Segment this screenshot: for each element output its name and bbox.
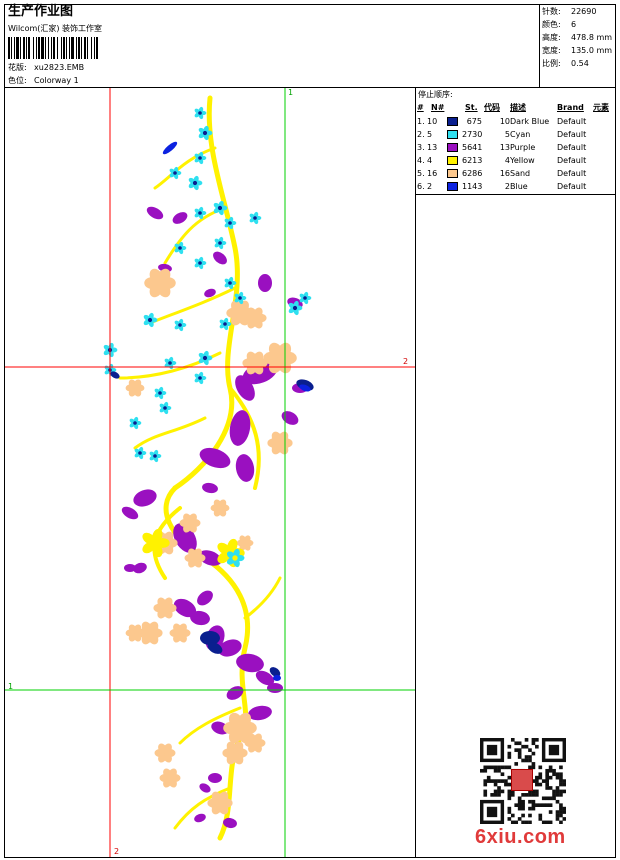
row-index: 1. (417, 117, 425, 126)
stitches-value: 22690 (571, 7, 597, 16)
stop-sequence-row: 3. 13 5641 13 Purple Default (417, 141, 615, 154)
row-code: 5 (504, 130, 510, 139)
row-description: Purple (510, 143, 536, 152)
row-stitches: 6286 (462, 169, 483, 178)
side-panel (415, 194, 616, 858)
pattern-value: xu2823.EMB (34, 63, 85, 72)
colors-value: 6 (571, 20, 577, 29)
row-color-swatch (447, 117, 458, 126)
col-description: 描述 (510, 103, 526, 112)
row-index: 6. (417, 182, 425, 191)
row-description: Sand (510, 169, 531, 178)
row-stitches: 1143 (462, 182, 483, 191)
col-index: # (417, 103, 424, 112)
row-needle: 10 (427, 117, 438, 126)
row-color-swatch (447, 130, 458, 139)
height-value: 478.8 mm (571, 33, 613, 42)
row-brand: Default (557, 143, 587, 152)
row-stitches: 6213 (462, 156, 483, 165)
col-needle: N# (431, 103, 445, 112)
row-brand: Default (557, 182, 587, 191)
row-needle: 16 (427, 169, 438, 178)
row-needle: 2 (427, 182, 433, 191)
row-color-swatch (447, 182, 458, 191)
col-stitches: St. (465, 103, 478, 112)
pattern-label: 花版: (8, 63, 27, 72)
row-stitches: 2730 (462, 130, 483, 139)
row-color-swatch (447, 143, 458, 152)
row-color-swatch (447, 169, 458, 178)
stitches-label: 针数: (542, 7, 561, 16)
row-needle: 4 (427, 156, 433, 165)
width-value: 135.0 mm (571, 46, 613, 55)
row-description: Dark Blue (510, 117, 550, 126)
col-code: 代码 (484, 103, 500, 112)
row-index: 2. (417, 130, 425, 139)
row-code: 16 (499, 169, 510, 178)
height-label: 高度: (542, 33, 561, 42)
stop-sequence-row: 1. 10 675 10 Dark Blue Default (417, 115, 615, 128)
row-code: 13 (499, 143, 510, 152)
row-index: 4. (417, 156, 425, 165)
row-stitches: 675 (466, 117, 482, 126)
scale-label: 比例: (542, 59, 561, 68)
stop-sequence-header: # N# St. 代码 描述 Brand 元素 (417, 101, 615, 114)
row-stitches: 5641 (462, 143, 483, 152)
stop-sequence-title: 停止顺序: (418, 90, 453, 99)
row-needle: 5 (427, 130, 433, 139)
guide-label-h-green: 1 (8, 682, 14, 691)
row-index: 5. (417, 169, 425, 178)
stop-sequence-row: 2. 5 2730 5 Cyan Default (417, 128, 615, 141)
row-brand: Default (557, 130, 587, 139)
stop-sequence-row: 5. 16 6286 16 Sand Default (417, 167, 615, 180)
guide-label-h-red: 2 (403, 357, 409, 366)
guide-label-v-red: 2 (114, 847, 120, 856)
col-element: 元素 (593, 103, 609, 112)
row-description: Cyan (510, 130, 531, 139)
row-code: 2 (504, 182, 510, 191)
scale-value: 0.54 (571, 59, 589, 68)
row-color-swatch (447, 156, 458, 165)
width-label: 宽度: (542, 46, 561, 55)
row-brand: Default (557, 169, 587, 178)
colorway-label: 色位: (8, 76, 27, 85)
row-description: Yellow (510, 156, 535, 165)
company-name: Wilcom(汇家) 装饰工作室 (8, 24, 103, 33)
stop-sequence-row: 4. 4 6213 4 Yellow Default (417, 154, 615, 167)
page-title: 生产作业图 (8, 4, 74, 19)
watermark-site: 6xiu.com (475, 826, 566, 848)
seal-stamp (511, 769, 533, 791)
row-brand: Default (557, 156, 587, 165)
colorway-value: Colorway 1 (34, 76, 79, 85)
row-brand: Default (557, 117, 587, 126)
row-code: 4 (504, 156, 510, 165)
stop-sequence-row: 6. 2 1143 2 Blue Default (417, 180, 615, 193)
col-brand: Brand (557, 103, 584, 112)
barcode (8, 37, 98, 59)
row-needle: 13 (427, 143, 438, 152)
guide-label-v-green: 1 (288, 88, 294, 97)
row-code: 10 (499, 117, 510, 126)
row-index: 3. (417, 143, 425, 152)
embroidery-design (5, 88, 415, 857)
colors-label: 颜色: (542, 20, 561, 29)
row-description: Blue (510, 182, 528, 191)
